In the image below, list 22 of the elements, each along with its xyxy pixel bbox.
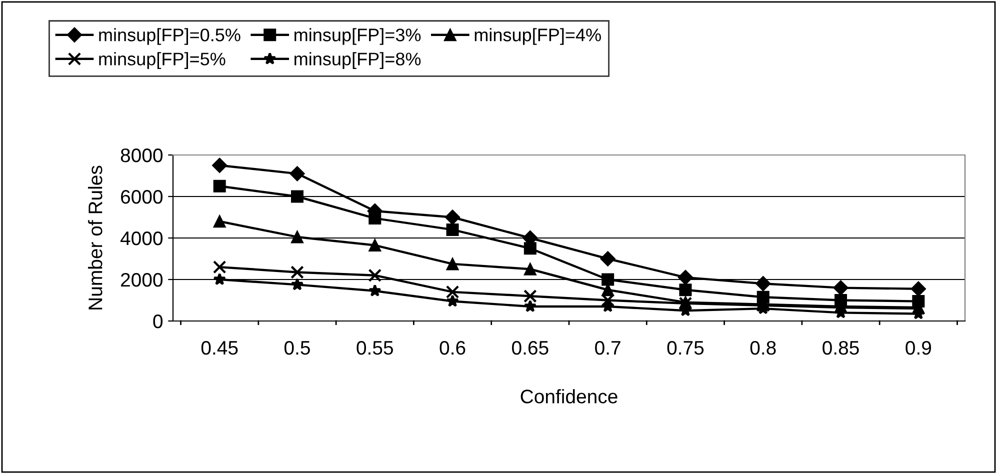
x-tick-label: 0.8	[750, 340, 776, 355]
x-tick-label: 0.45	[201, 340, 238, 355]
y-tick-label: 2000	[121, 272, 163, 287]
legend-label: minsup[FP]=0.5%	[99, 28, 240, 45]
legend-label: minsup[FP]=8%	[294, 52, 421, 69]
legend-label: minsup[FP]=4%	[474, 28, 601, 45]
x-tick-label: 0.65	[512, 340, 548, 355]
y-tick-label: 0	[153, 314, 163, 328]
legend-label: minsup[FP]=5%	[99, 52, 226, 69]
x-tick-label: 0.75	[667, 340, 704, 355]
x-tick-label: 0.5	[284, 340, 310, 355]
y-tick-label: 4000	[120, 231, 163, 246]
x-tick-label: 0.85	[822, 340, 859, 355]
y-axis-title: Number of Rules	[88, 166, 102, 310]
y-tick-label: 6000	[121, 190, 163, 204]
y-tick-label: 8000	[120, 148, 163, 162]
x-axis-title: Confidence	[520, 389, 618, 404]
x-tick-label: 0.55	[356, 340, 393, 355]
legend-label: minsup[FP]=3%	[294, 28, 421, 45]
x-tick-label: 0.7	[595, 340, 620, 355]
x-tick-label: 0.6	[440, 340, 466, 355]
x-tick-label: 0.9	[906, 340, 932, 355]
